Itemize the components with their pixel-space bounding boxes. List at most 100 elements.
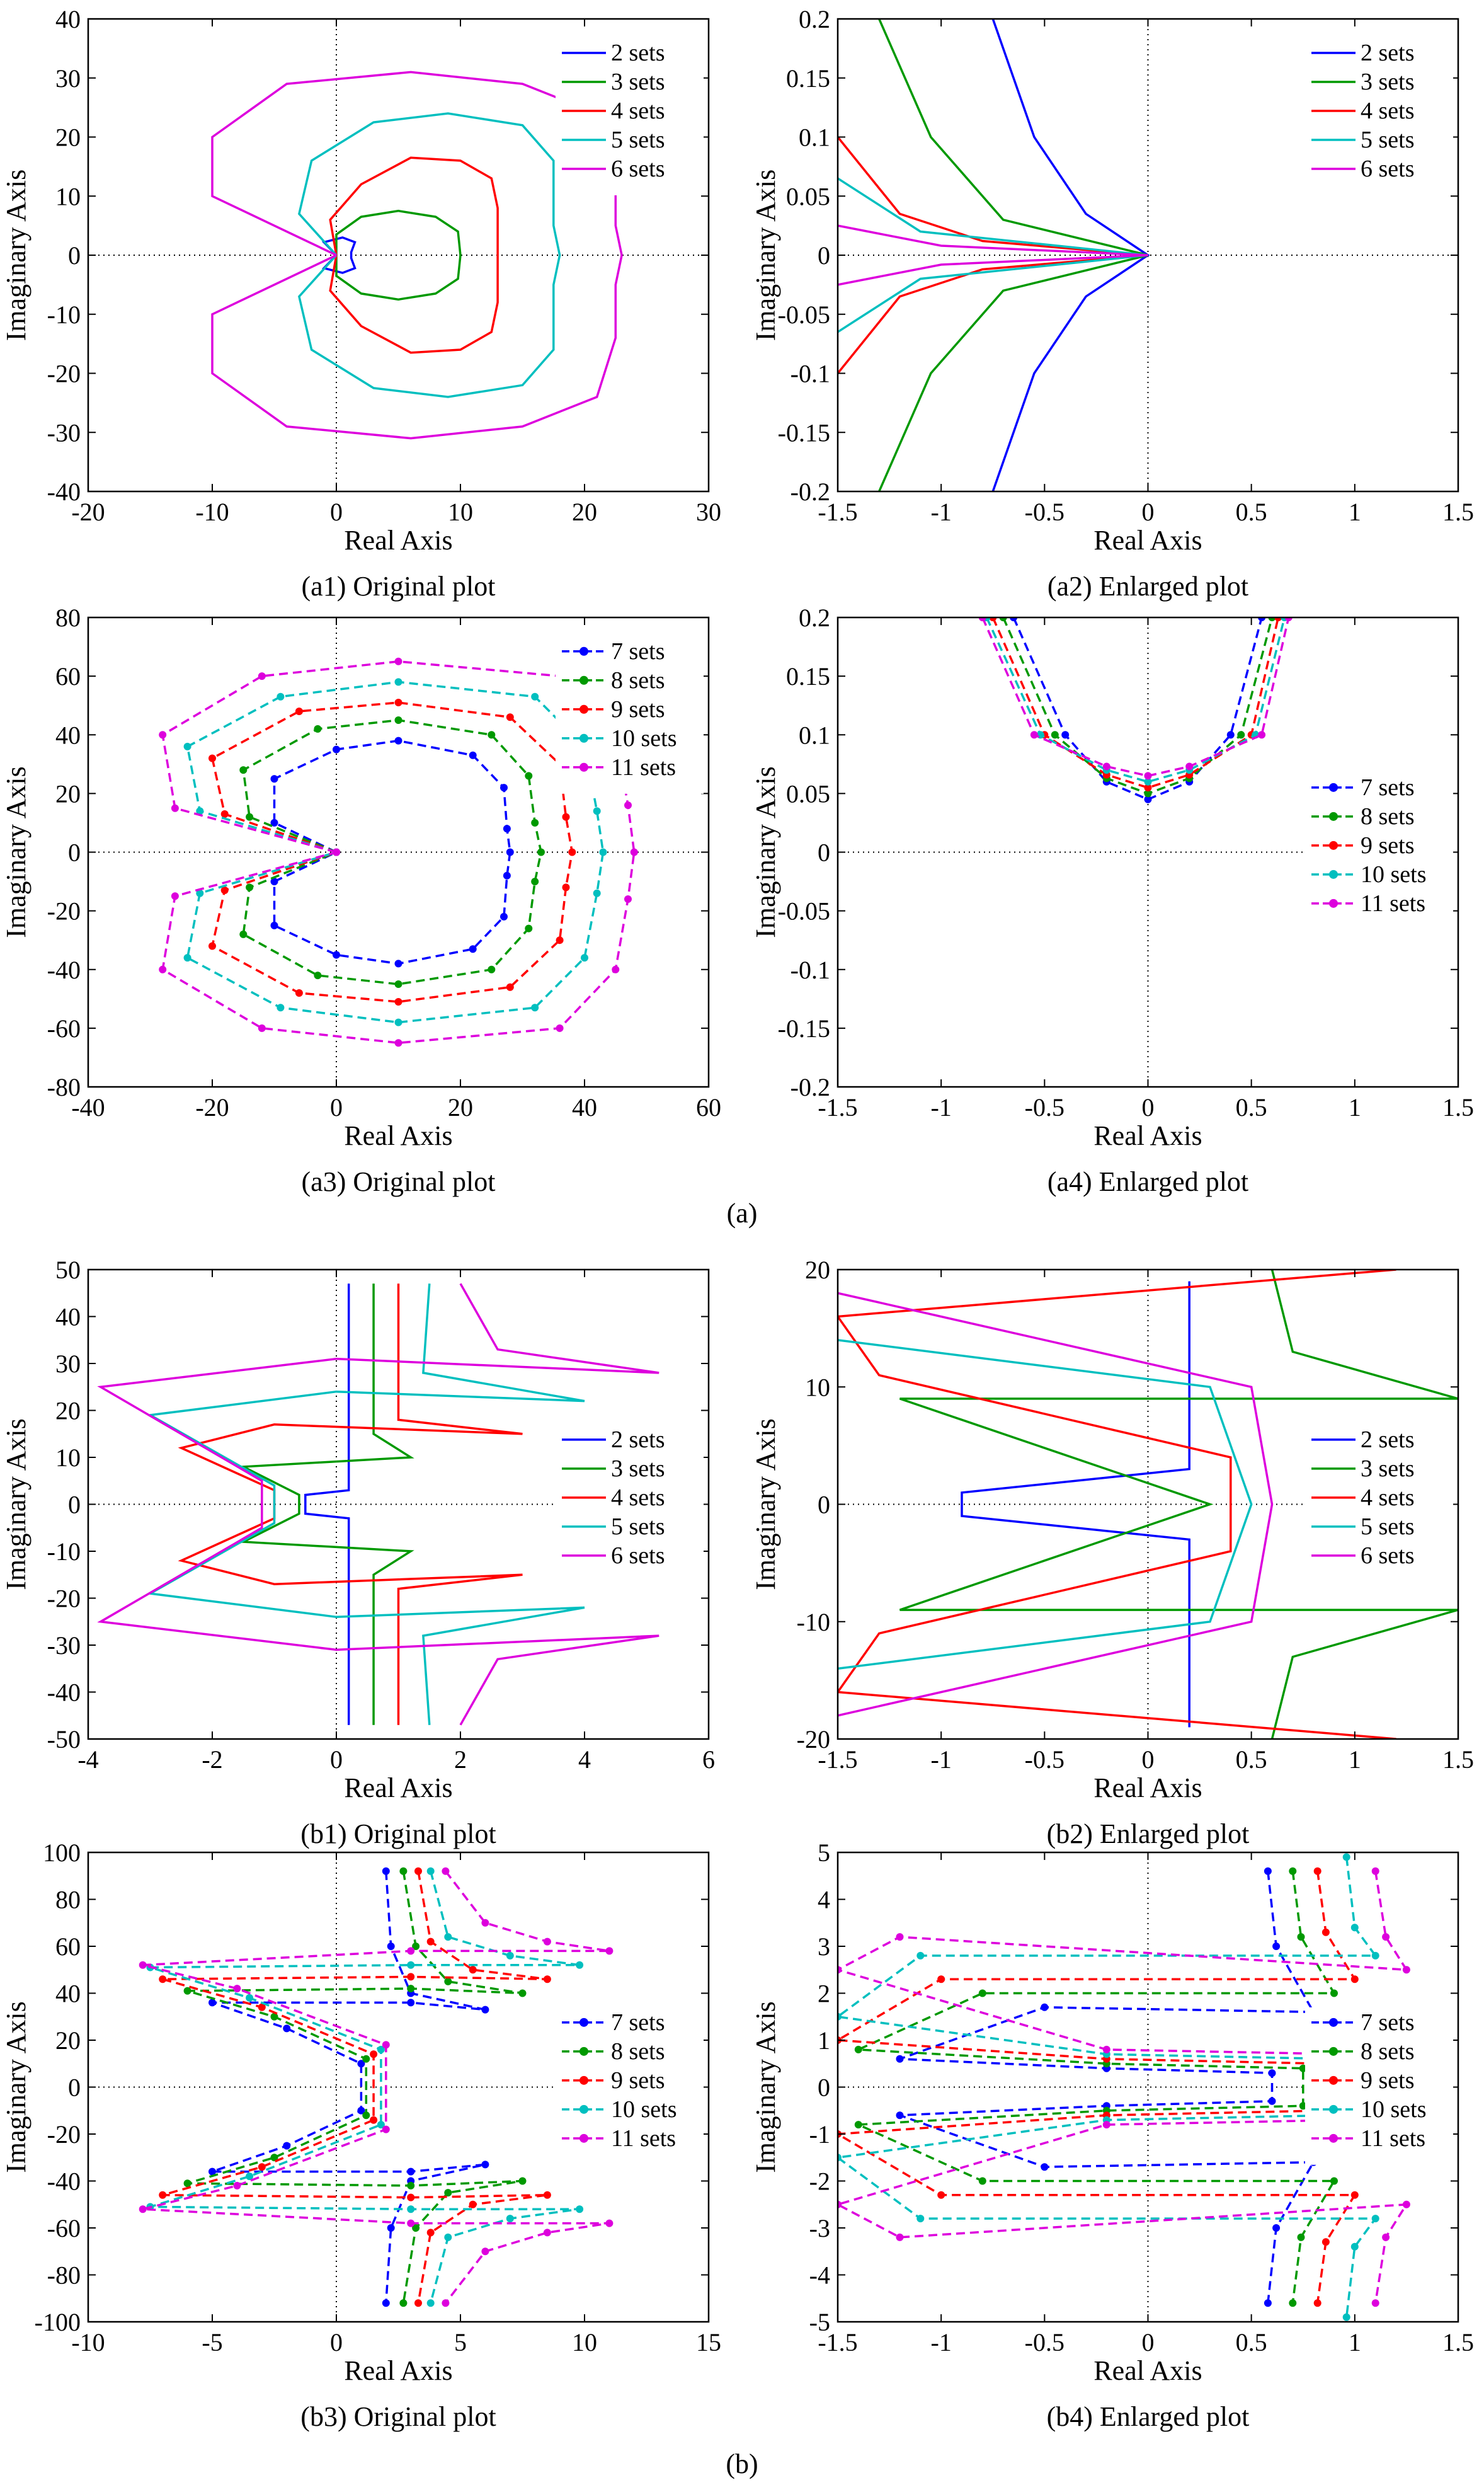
- series-point-b4-4-3: [1371, 1951, 1379, 1960]
- panel-caption: (a2) Enlarged plot: [1047, 571, 1248, 602]
- series-line-b4-1: [899, 1871, 1316, 2304]
- series-point-a4-3-7: [1274, 617, 1282, 621]
- series-point-b3-3-16: [414, 2299, 422, 2307]
- legend-entry: 11 sets: [1361, 2125, 1425, 2152]
- series-point-a3-2-5: [394, 716, 402, 724]
- group-label-b: (b): [726, 2448, 758, 2479]
- series-point-b3-5-5: [407, 1947, 415, 1955]
- series-point-b4-5-4: [896, 1933, 904, 1941]
- x-axis-label: Real Axis: [1093, 1772, 1202, 1803]
- y-axis-label: Imaginary Axis: [1, 2001, 31, 2173]
- series-point-b3-2-9: [362, 2111, 370, 2120]
- series-point-b4-3-11: [937, 2191, 945, 2199]
- series-point-b4-2-12: [1330, 2177, 1338, 2185]
- x-tick-label: 1: [1349, 1745, 1361, 1774]
- series-point-b4-5-14: [1371, 2299, 1379, 2307]
- series-line-a3-3: [211, 701, 574, 1003]
- series-point-b4-1-4: [1041, 2003, 1049, 2011]
- y-tick-label: 0: [68, 839, 81, 867]
- y-tick-label: 60: [55, 1932, 81, 1961]
- series-point-a3-4-9: [599, 848, 607, 856]
- series-point-a4-5-5: [1185, 762, 1194, 771]
- x-tick-label: 1.5: [1442, 1093, 1474, 1122]
- series-point-a3-1-9: [506, 848, 514, 856]
- series-point-a4-1-7: [1258, 617, 1266, 621]
- series-point-b3-2-14: [444, 2189, 452, 2197]
- series-point-b3-5-13: [605, 2219, 614, 2227]
- y-tick-label: -20: [797, 1725, 830, 1753]
- y-tick-label: -10: [47, 301, 81, 329]
- x-tick-label: -0.5: [1025, 1093, 1064, 1122]
- series-point-a3-1-4: [333, 745, 340, 754]
- series-point-a3-3-3: [208, 754, 216, 762]
- series-point-a3-2-7: [525, 772, 533, 780]
- series-point-a4-5-1: [978, 617, 986, 621]
- legend-entry: 8 sets: [1361, 803, 1415, 830]
- y-tick-label: -0.2: [791, 1073, 830, 1101]
- series-point-b4-3-2: [1321, 1928, 1330, 1936]
- x-tick-label: -1.5: [818, 2328, 857, 2356]
- x-tick-label: 1.5: [1442, 2328, 1474, 2356]
- legend: 2 sets 3 sets 4 sets 5 sets 6 sets: [1305, 38, 1453, 195]
- series-point-a3-1-10: [503, 871, 511, 880]
- series-point-a4-2-4: [1144, 789, 1152, 798]
- series-point-b4-2-10: [854, 2121, 862, 2129]
- y-tick-label: -30: [47, 1631, 81, 1660]
- series-point-b3-5-2: [481, 1919, 489, 1927]
- series-point-a3-2-10: [531, 878, 539, 886]
- series-point-b4-1-7: [1268, 2069, 1276, 2077]
- x-tick-label: -1: [931, 498, 952, 526]
- series-point-a3-1-8: [503, 825, 511, 833]
- x-tick-label: 2: [454, 1745, 467, 1774]
- y-tick-label: 80: [55, 1886, 81, 1914]
- series-point-b3-4-14: [506, 2215, 514, 2223]
- legend-entry: 5 sets: [1361, 127, 1415, 153]
- x-axis-label: Real Axis: [344, 2355, 452, 2386]
- series-point-a3-3-2: [220, 810, 229, 818]
- series-point-b3-5-7: [233, 1985, 241, 1993]
- series-point-b3-5-6: [139, 1961, 147, 1969]
- y-tick-label: -10: [47, 1537, 81, 1566]
- x-tick-label: -0.5: [1025, 2328, 1064, 2356]
- series-point-a3-1-12: [469, 945, 477, 953]
- legend-entry: 5 sets: [611, 1513, 665, 1540]
- series-point-b4-3-4: [937, 1975, 945, 1983]
- series-point-b4-5-3: [1402, 1966, 1410, 1974]
- series-point-a3-1-14: [333, 951, 340, 959]
- series-point-b4-5-10: [838, 2200, 842, 2208]
- legend-entry: 10 sets: [611, 2096, 677, 2123]
- series-point-b3-5-1: [442, 1867, 450, 1875]
- x-tick-label: 0.5: [1236, 2328, 1267, 2356]
- x-tick-label: 40: [572, 1093, 597, 1122]
- y-tick-label: -50: [47, 1725, 81, 1753]
- series-point-b3-3-14: [469, 2200, 477, 2208]
- series-point-a3-1-16: [270, 878, 278, 886]
- y-tick-label: 0: [68, 2074, 81, 2102]
- y-tick-label: 0.1: [799, 123, 830, 152]
- series-point-b3-3-15: [426, 2229, 435, 2237]
- legend-marker: [579, 675, 588, 685]
- series-point-b3-3-5: [407, 1973, 415, 1981]
- y-tick-label: -40: [47, 1679, 81, 1707]
- series-point-b3-4-2: [444, 1933, 452, 1941]
- legend-entry: 9 sets: [611, 696, 665, 723]
- series-line-b1-5: [97, 1283, 659, 1726]
- series-point-b3-3-13: [543, 2191, 551, 2199]
- series-point-b3-4-7: [246, 1994, 254, 2002]
- y-tick-label: 20: [55, 1397, 81, 1425]
- series-point-b3-5-14: [543, 2229, 551, 2237]
- y-tick-label: 0.2: [799, 604, 830, 632]
- y-tick-label: 2: [818, 1980, 830, 2008]
- series-point-a3-2-14: [314, 972, 322, 980]
- series-point-b3-2-5: [407, 1985, 415, 1993]
- legend-entry: 11 sets: [1361, 890, 1425, 917]
- y-tick-label: -60: [47, 1014, 81, 1043]
- legend-entry: 9 sets: [1361, 2067, 1415, 2094]
- series-point-b3-4-5: [407, 1961, 415, 1969]
- series-point-a3-4-13: [394, 1018, 402, 1026]
- series-point-a3-3-10: [562, 883, 570, 892]
- legend-entry: 6 sets: [611, 156, 665, 182]
- legend-entry: 8 sets: [611, 2038, 665, 2065]
- x-axis-label: Real Axis: [1093, 1120, 1202, 1151]
